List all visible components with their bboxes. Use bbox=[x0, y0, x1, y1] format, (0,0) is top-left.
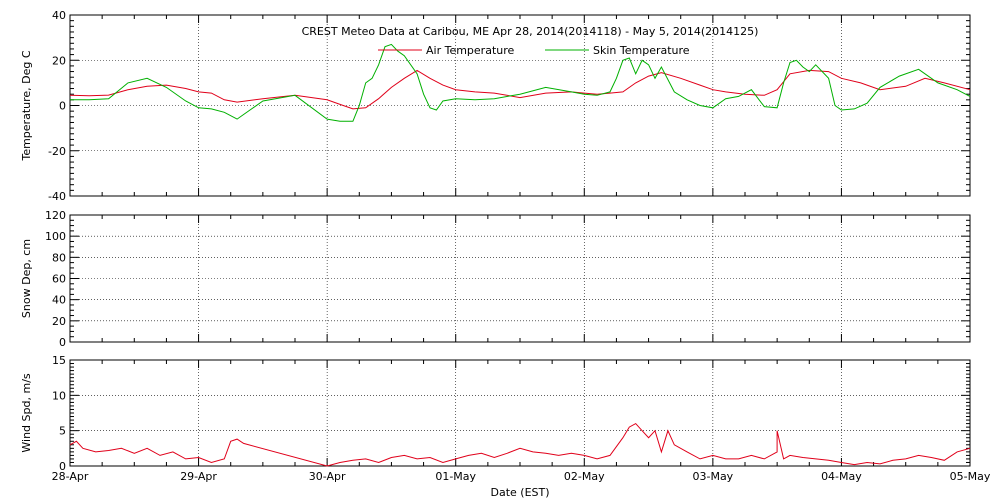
air-temperature-line bbox=[69, 69, 971, 110]
wind-speed-line bbox=[69, 422, 971, 467]
x-tick-label: 02-May bbox=[564, 470, 605, 483]
y-tick-label: 0 bbox=[59, 336, 66, 349]
x-tick-label: 04-May bbox=[821, 470, 862, 483]
plot-frame bbox=[69, 359, 971, 467]
x-tick-label: 28-Apr bbox=[52, 470, 89, 483]
temperature-panel: -40 -20 0 20 40 Temperature, Deg C bbox=[20, 9, 971, 203]
y-axis-label: Wind Spd, m/s bbox=[20, 373, 33, 453]
y-tick-label: 120 bbox=[45, 209, 66, 222]
y-tick-label: 20 bbox=[52, 54, 66, 67]
y-axis-label: Snow Dep, cm bbox=[20, 239, 33, 318]
legend-air-label: Air Temperature bbox=[426, 44, 515, 57]
y-tick-label: 60 bbox=[52, 273, 66, 286]
legend-skin-label: Skin Temperature bbox=[593, 44, 690, 57]
skin-temperature-line bbox=[70, 43, 971, 122]
y-tick-label: 0 bbox=[59, 460, 66, 473]
y-axis-label: Temperature, Deg C bbox=[20, 50, 33, 161]
plot-frame bbox=[69, 214, 971, 343]
y-tick-label: 80 bbox=[52, 251, 66, 264]
plot-frame bbox=[69, 14, 971, 197]
y-tick-label: 5 bbox=[59, 425, 66, 438]
x-tick-label: 30-Apr bbox=[309, 470, 346, 483]
x-tick-label: 05-May bbox=[950, 470, 991, 483]
chart-title: CREST Meteo Data at Caribou, ME Apr 28, … bbox=[302, 25, 759, 38]
x-tick-label: 01-May bbox=[435, 470, 476, 483]
y-tick-label: -20 bbox=[48, 145, 66, 158]
y-tick-label: 10 bbox=[52, 389, 66, 402]
y-tick-label: 40 bbox=[52, 294, 66, 307]
wind-speed-panel: 0 5 10 15 Wind Spd, m/s 28-Apr 29-Apr 30-Apr 01-… bbox=[20, 354, 991, 483]
x-tick-label: 29-Apr bbox=[180, 470, 217, 483]
y-tick-label: 20 bbox=[52, 315, 66, 328]
snow-depth-panel: 0 20 40 60 80 100 120 Snow Dep, cm bbox=[20, 209, 971, 349]
y-tick-label: 15 bbox=[52, 354, 66, 367]
y-tick-label: -40 bbox=[48, 190, 66, 203]
y-tick-label: 40 bbox=[52, 9, 66, 22]
y-tick-label: 100 bbox=[45, 230, 66, 243]
x-axis-label: Date (EST) bbox=[490, 486, 549, 499]
x-tick-label: 03-May bbox=[692, 470, 733, 483]
legend: Air Temperature Skin Temperature bbox=[378, 44, 690, 57]
y-tick-label: 0 bbox=[59, 100, 66, 113]
